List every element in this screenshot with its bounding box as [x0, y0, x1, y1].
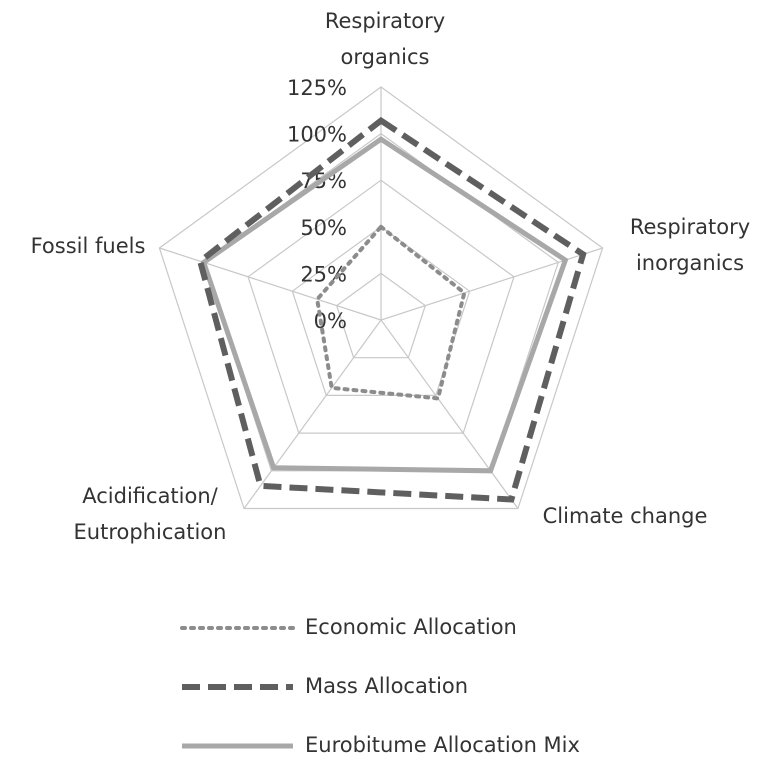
r-tick-label: 125%	[287, 76, 347, 100]
legend-label: Eurobitume Allocation Mix	[305, 733, 580, 757]
grid-ring	[335, 272, 427, 359]
category-label: Respiratory	[325, 9, 445, 33]
category-label: inorganics	[636, 251, 744, 275]
category-label: Eutrophication	[74, 520, 227, 544]
legend-label: Economic Allocation	[305, 615, 517, 639]
category-label: Fossil fuels	[31, 234, 146, 258]
series-line	[200, 136, 569, 474]
series-line	[196, 116, 587, 503]
category-label: Acidification/	[82, 484, 218, 508]
spoke	[380, 319, 519, 509]
spoke	[243, 319, 382, 509]
grid-ring	[247, 179, 515, 434]
series-line	[315, 224, 467, 401]
category-label: Respiratory	[630, 215, 750, 239]
legend-label: Mass Allocation	[305, 674, 468, 698]
r-tick-label: 50%	[300, 216, 347, 240]
r-tick-label: 100%	[287, 123, 347, 147]
grid-ring	[291, 226, 471, 397]
spoke	[159, 247, 382, 321]
category-label: Climate change	[543, 504, 708, 528]
category-label: organics	[341, 45, 430, 69]
grid-ring	[158, 86, 604, 510]
